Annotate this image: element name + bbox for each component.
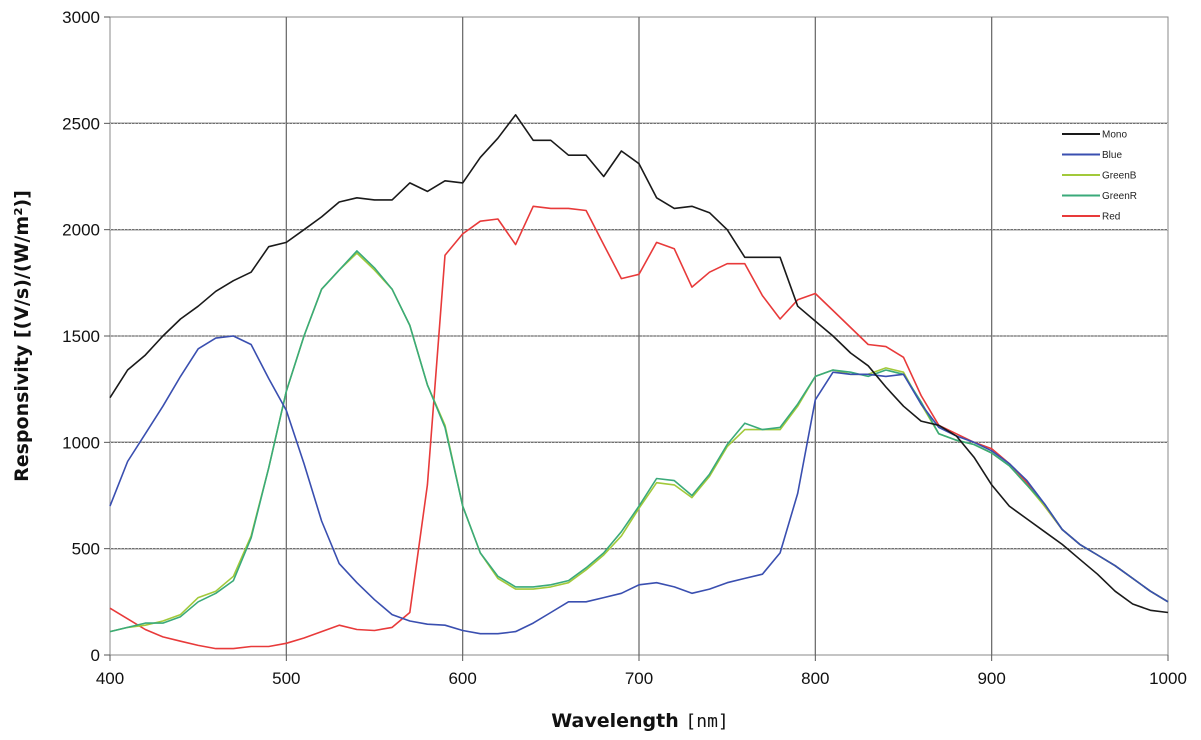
legend-item-greenr: GreenR xyxy=(1062,191,1137,202)
x-tick-label: 400 xyxy=(96,669,124,688)
y-axis-title: Responsivity [(V/s)/(W/m²)] xyxy=(11,190,33,482)
y-tick-labels: 0 500 1000 1500 2000 2500 3000 xyxy=(62,8,110,665)
x-tick-label: 900 xyxy=(977,669,1005,688)
x-tick-label: 700 xyxy=(625,669,653,688)
legend-item-blue: Blue xyxy=(1062,150,1122,161)
series-line-red xyxy=(109,205,1169,650)
series-lines xyxy=(109,114,1169,650)
x-axis-label: Wavelength xyxy=(551,710,679,732)
legend-label: GreenR xyxy=(1102,191,1137,202)
legend-label: Mono xyxy=(1102,130,1127,141)
series-line-blue xyxy=(109,335,1169,635)
legend: Mono Blue GreenB GreenR Red xyxy=(1062,130,1137,223)
series-line-mono xyxy=(109,114,1169,614)
legend-item-mono: Mono xyxy=(1062,130,1127,141)
grid-lines xyxy=(110,17,1168,655)
y-tick-label: 1500 xyxy=(62,327,100,346)
y-tick-label: 500 xyxy=(72,540,100,559)
x-tick-label: 1000 xyxy=(1149,669,1187,688)
x-tick-label: 800 xyxy=(801,669,829,688)
x-tick-label: 600 xyxy=(448,669,476,688)
y-tick-label: 0 xyxy=(91,646,100,665)
x-tick-label: 500 xyxy=(272,669,300,688)
y-tick-label: 2000 xyxy=(62,221,100,240)
legend-label: GreenB xyxy=(1102,171,1137,182)
y-tick-label: 3000 xyxy=(62,8,100,27)
legend-label: Red xyxy=(1102,212,1120,223)
legend-item-greenb: GreenB xyxy=(1062,171,1137,182)
y-tick-label: 1000 xyxy=(62,433,100,452)
legend-label: Blue xyxy=(1102,150,1122,161)
x-axis-unit: [nm] xyxy=(685,711,728,732)
x-tick-labels: 400 500 600 700 800 900 1000 xyxy=(96,655,1187,688)
series-line-greenr xyxy=(109,250,1169,633)
x-axis-title: Wavelength [nm] xyxy=(551,710,729,732)
y-tick-label: 2500 xyxy=(62,114,100,133)
legend-item-red: Red xyxy=(1062,212,1120,223)
